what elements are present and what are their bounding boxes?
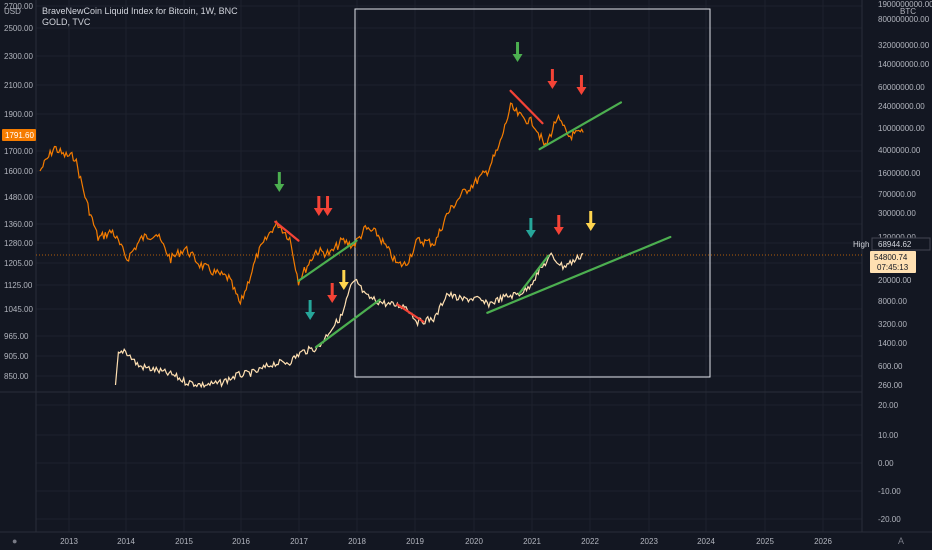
auto-scale-icon[interactable]: A <box>898 536 905 546</box>
btc-last-price: 54800.74 <box>874 253 908 262</box>
time-tick-label: 2021 <box>523 537 541 546</box>
right-tick-label: 260.00 <box>878 381 903 390</box>
legend-gold[interactable]: GOLD, TVC <box>42 17 91 27</box>
red-trendline[interactable] <box>509 89 544 125</box>
right-tick-label: 1400.00 <box>878 339 907 348</box>
left-axis-unit: USD <box>4 7 21 16</box>
left-tick-label: 2700.00 <box>4 2 33 11</box>
left-tick-label: 1600.00 <box>4 167 33 176</box>
left-tick-label: 905.00 <box>4 352 29 361</box>
right-tick-label: 320000000.00 <box>878 41 930 50</box>
red-arrow-icon[interactable] <box>547 69 558 89</box>
green-trendline[interactable] <box>538 101 623 151</box>
highlight-box[interactable] <box>354 8 711 378</box>
time-tick-label: 2022 <box>581 537 599 546</box>
green-arrow-icon[interactable] <box>274 172 285 192</box>
left-tick-label: 1045.00 <box>4 305 33 314</box>
right-tick-label: 3200.00 <box>878 320 907 329</box>
left-tick-label: 1205.00 <box>4 259 33 268</box>
green-trendline[interactable] <box>518 254 550 295</box>
gold-series-line[interactable] <box>39 102 584 306</box>
yellow-arrow-icon[interactable] <box>338 270 349 290</box>
left-tick-label: 965.00 <box>4 332 29 341</box>
time-tick-label: 2023 <box>640 537 658 546</box>
time-tick-label: 2025 <box>756 537 774 546</box>
legend-btc[interactable]: BraveNewCoin Liquid Index for Bitcoin, 1… <box>42 6 238 16</box>
left-tick-label: 2500.00 <box>4 24 33 33</box>
tradingview-logo-icon[interactable]: ● <box>12 536 18 546</box>
series-layer <box>39 102 584 389</box>
left-tick-label: 1280.00 <box>4 239 33 248</box>
right-tick-label: 20000.00 <box>878 276 912 285</box>
teal-arrow-icon[interactable] <box>525 218 536 238</box>
chart-legend[interactable]: BraveNewCoin Liquid Index for Bitcoin, 1… <box>42 6 238 28</box>
lower-tick-label: 10.00 <box>878 431 899 440</box>
green-trendline[interactable] <box>297 239 358 282</box>
time-tick-label: 2026 <box>814 537 832 546</box>
left-axis-ticks[interactable]: 2700.00 2500.00 2300.00 2100.00 1900.00 1700.… <box>4 2 33 381</box>
btc-high-label: High <box>853 240 869 249</box>
time-tick-label: 2020 <box>465 537 483 546</box>
trendline-layer[interactable] <box>274 89 672 349</box>
time-tick-label: 2015 <box>175 537 193 546</box>
btc-high-value: 68944.62 <box>878 240 912 249</box>
time-tick-label: 2019 <box>406 537 424 546</box>
left-tick-label: 2300.00 <box>4 52 33 61</box>
red-arrow-icon[interactable] <box>327 283 338 303</box>
red-arrow-icon[interactable] <box>322 196 333 216</box>
right-tick-label: 60000000.00 <box>878 83 925 92</box>
time-tick-label: 2018 <box>348 537 366 546</box>
btc-countdown: 07:45:13 <box>877 263 909 272</box>
btc-last-price-tag[interactable]: 54800.74 07:45:13 <box>870 251 916 273</box>
left-tick-label: 850.00 <box>4 372 29 381</box>
time-tick-label: 2013 <box>60 537 78 546</box>
right-axis-ticks[interactable]: 1900000000.00 800000000.00 320000000.00 140… <box>878 0 932 390</box>
yellow-arrow-icon[interactable] <box>585 211 596 231</box>
lower-tick-label: 0.00 <box>878 459 894 468</box>
green-trendline[interactable] <box>486 235 672 314</box>
time-tick-label: 2016 <box>232 537 250 546</box>
left-tick-label: 2100.00 <box>4 81 33 90</box>
right-tick-label: 8000.00 <box>878 297 907 306</box>
right-tick-label: 700000.00 <box>878 190 916 199</box>
lower-tick-label: -20.00 <box>878 515 901 524</box>
teal-arrow-icon[interactable] <box>305 300 316 320</box>
time-tick-label: 2017 <box>290 537 308 546</box>
left-tick-label: 1125.00 <box>4 281 33 290</box>
gold-last-price: 1791.60 <box>5 131 34 140</box>
left-tick-label: 1700.00 <box>4 147 33 156</box>
time-tick-label: 2024 <box>697 537 715 546</box>
right-tick-label: 4000000.00 <box>878 146 921 155</box>
right-tick-label: 600.00 <box>878 362 903 371</box>
right-axis-unit: BTC <box>900 7 916 16</box>
btc-series-line[interactable] <box>114 252 584 389</box>
right-tick-label: 1900000000.00 <box>878 0 932 9</box>
time-axis-ticks[interactable]: 2013 2014 2015 2016 2017 2018 2019 2020 2021 2022… <box>60 537 832 546</box>
lower-tick-label: -10.00 <box>878 487 901 496</box>
time-tick-label: 2014 <box>117 537 135 546</box>
red-trendline[interactable] <box>274 220 300 242</box>
arrow-layer[interactable] <box>274 42 596 320</box>
lower-tick-label: 20.00 <box>878 401 899 410</box>
left-tick-label: 1480.00 <box>4 193 33 202</box>
right-tick-label: 10000000.00 <box>878 124 925 133</box>
right-tick-label: 800000000.00 <box>878 15 930 24</box>
btc-high-tag[interactable]: High 68944.62 <box>853 237 931 251</box>
right-tick-label: 24000000.00 <box>878 102 925 111</box>
green-trendline[interactable] <box>314 298 381 349</box>
right-tick-label: 300000.00 <box>878 209 916 218</box>
red-arrow-icon[interactable] <box>576 75 587 95</box>
left-tick-label: 1360.00 <box>4 220 33 229</box>
gold-last-price-tag[interactable]: 1791.60 <box>2 129 36 141</box>
red-arrow-icon[interactable] <box>553 215 564 235</box>
green-arrow-icon[interactable] <box>512 42 523 62</box>
right-tick-label: 140000000.00 <box>878 60 930 69</box>
right-tick-label: 1600000.00 <box>878 169 921 178</box>
left-tick-label: 1900.00 <box>4 110 33 119</box>
red-trendline[interactable] <box>396 303 425 323</box>
lower-axis-ticks[interactable]: 20.00 10.00 0.00 -10.00 -20.00 <box>878 401 901 524</box>
red-arrow-icon[interactable] <box>313 196 324 216</box>
chart-grid <box>36 0 862 532</box>
